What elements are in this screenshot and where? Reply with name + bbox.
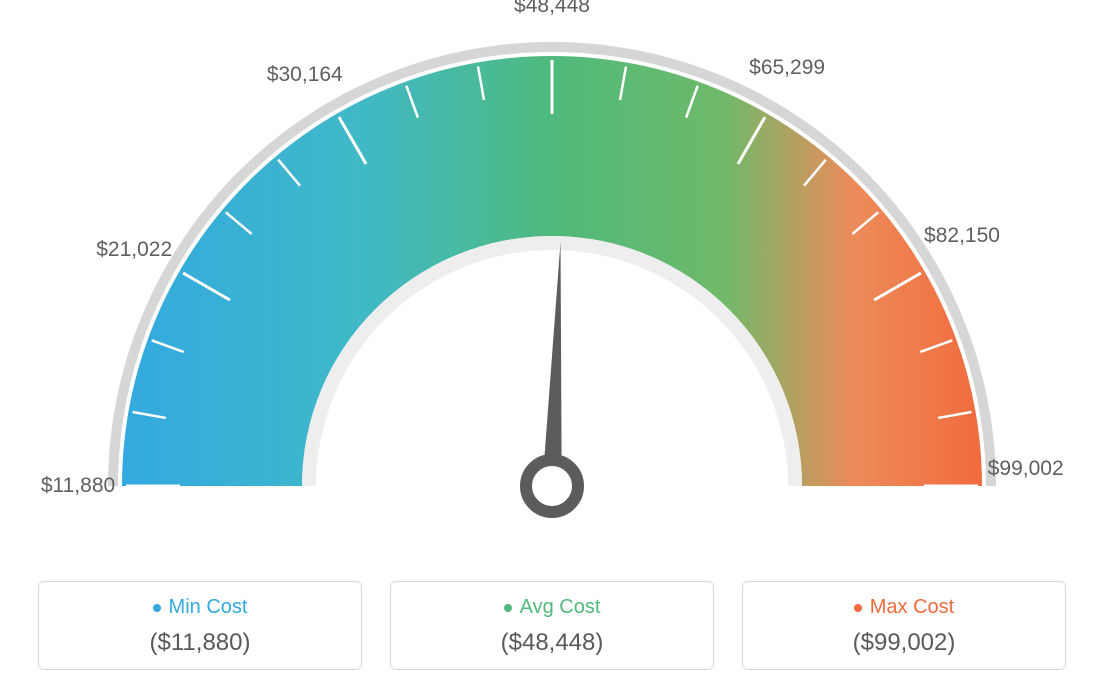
gauge-scale-label: $65,299 [749,56,825,80]
cost-gauge-container: $11,880 $21,022 $30,164 $48,448 $65,299 $82,1… [0,0,1104,690]
avg-cost-title: Avg Cost [520,596,601,619]
max-cost-title: Max Cost [870,596,954,619]
summary-cards-row: Min Cost ($11,880) Avg Cost ($48,448) Ma… [0,581,1104,670]
gauge-scale-label: $21,022 [96,238,172,262]
avg-cost-title-row: Avg Cost [401,596,703,619]
gauge-scale-label: $11,880 [41,474,115,498]
gauge-scale-label: $82,150 [924,224,1000,248]
avg-dot-icon [504,604,512,612]
max-cost-value: ($99,002) [753,629,1055,657]
min-cost-title: Min Cost [169,596,248,619]
gauge-scale-label: $48,448 [514,0,590,18]
max-cost-card: Max Cost ($99,002) [742,581,1066,670]
min-dot-icon [153,604,161,612]
avg-cost-value: ($48,448) [401,629,703,657]
gauge-chart: $11,880 $21,022 $30,164 $48,448 $65,299 $82,1… [0,0,1104,560]
gauge-scale-label: $30,164 [267,63,343,87]
max-dot-icon [854,604,862,612]
avg-cost-card: Avg Cost ($48,448) [390,581,714,670]
min-cost-card: Min Cost ($11,880) [38,581,362,670]
gauge-scale-label: $99,002 [988,457,1064,481]
max-cost-title-row: Max Cost [753,596,1055,619]
min-cost-title-row: Min Cost [49,596,351,619]
min-cost-value: ($11,880) [49,629,351,657]
